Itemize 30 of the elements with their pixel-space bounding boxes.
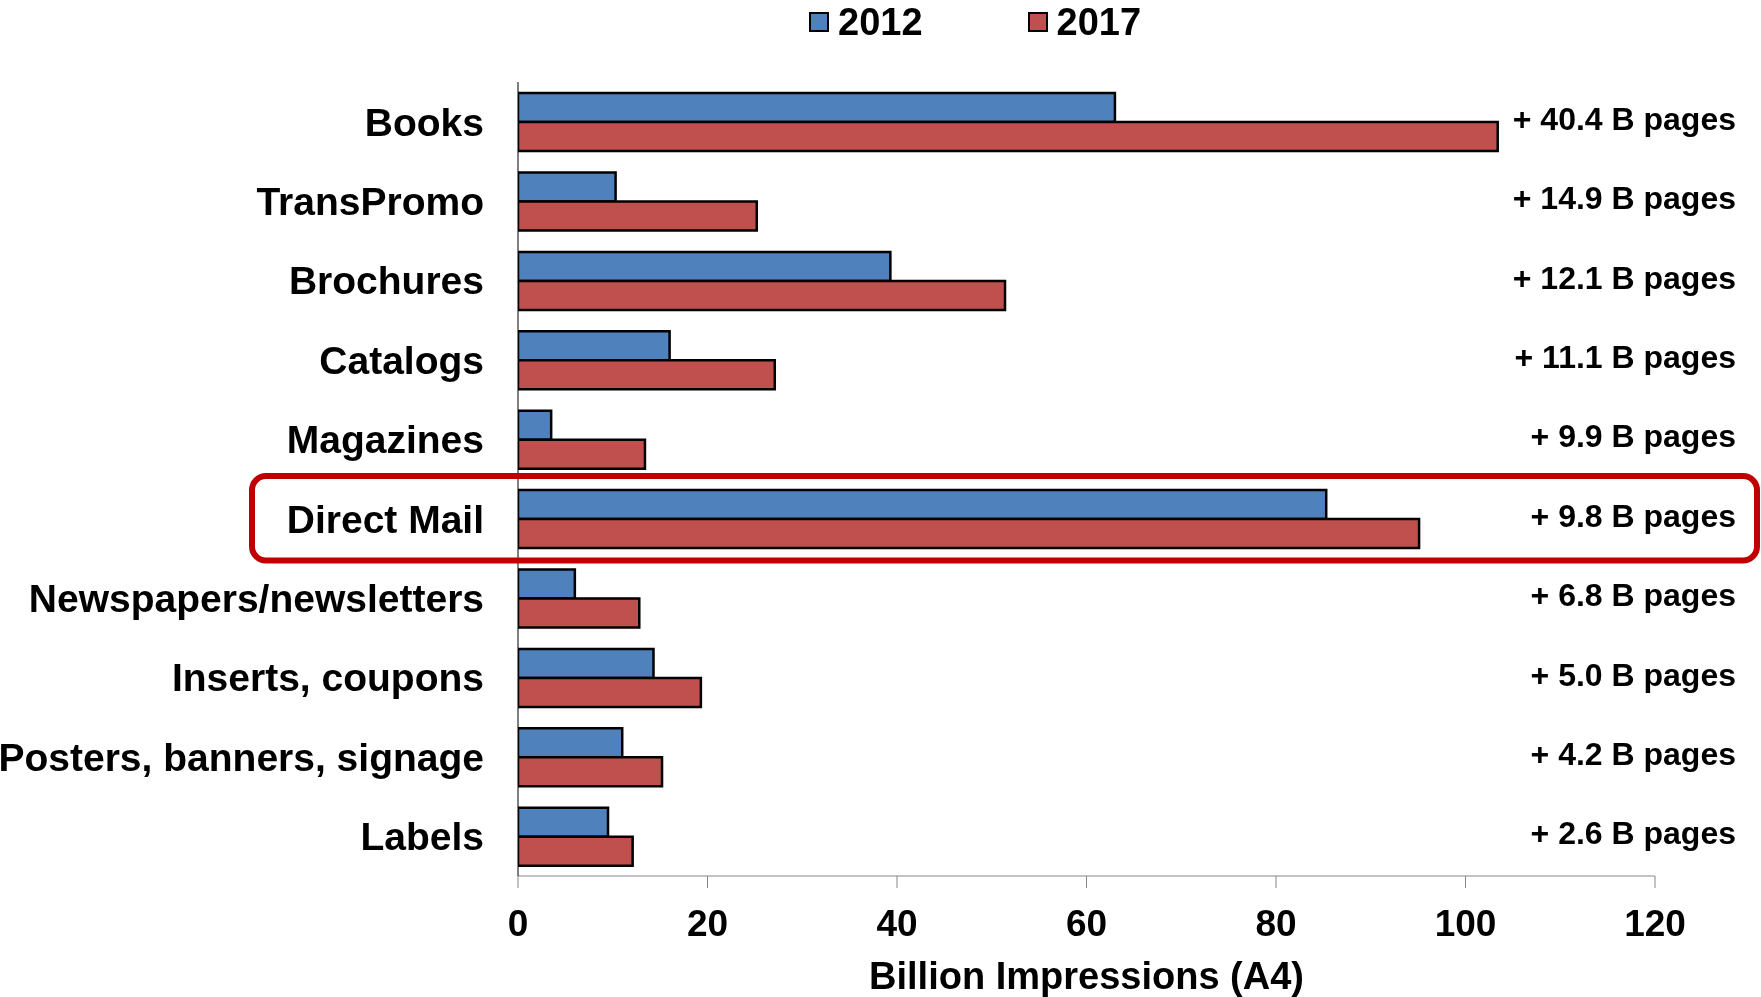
annotation: + 40.4 B pages (1512, 100, 1736, 137)
legend-label: 2012 (838, 0, 923, 44)
x-tick-label: 120 (1624, 903, 1686, 945)
y-tick-label: Inserts, coupons (171, 656, 484, 700)
annotation: + 2.6 B pages (1530, 815, 1736, 852)
y-tick-label: Labels (360, 815, 484, 859)
annotation: + 9.8 B pages (1530, 497, 1736, 534)
y-tick-label: Magazines (286, 418, 484, 462)
x-tick-label: 80 (1255, 903, 1297, 945)
annotation: + 4.2 B pages (1530, 735, 1736, 772)
annotation: + 11.1 B pages (1514, 338, 1736, 375)
x-tick-label: 60 (1065, 903, 1108, 945)
y-tick-label: TransPromo (256, 179, 484, 223)
annotation: + 5.0 B pages (1530, 656, 1736, 693)
x-tick-label: 100 (1434, 903, 1497, 945)
y-tick-label: Brochures (288, 259, 484, 303)
annotation: + 9.9 B pages (1530, 418, 1736, 455)
annotation: + 6.8 B pages (1530, 577, 1736, 614)
x-tick-label: 40 (876, 903, 918, 945)
y-tick-label: Newspapers/newsletters (28, 576, 484, 620)
y-tick-label: Books (364, 100, 484, 144)
annotation: + 14.9 B pages (1512, 180, 1736, 217)
x-tick-label: 20 (686, 903, 729, 945)
y-tick-label: Catalogs (319, 338, 484, 382)
legend-label: 2017 (1056, 0, 1142, 44)
annotation: + 12.1 B pages (1512, 259, 1736, 296)
y-tick-label: Direct Mail (286, 497, 484, 541)
x-tick-label: 0 (507, 903, 529, 945)
x-axis-title: Billion Impressions (A4) (869, 955, 1304, 997)
y-tick-label: Posters, banners, signage (0, 735, 484, 779)
